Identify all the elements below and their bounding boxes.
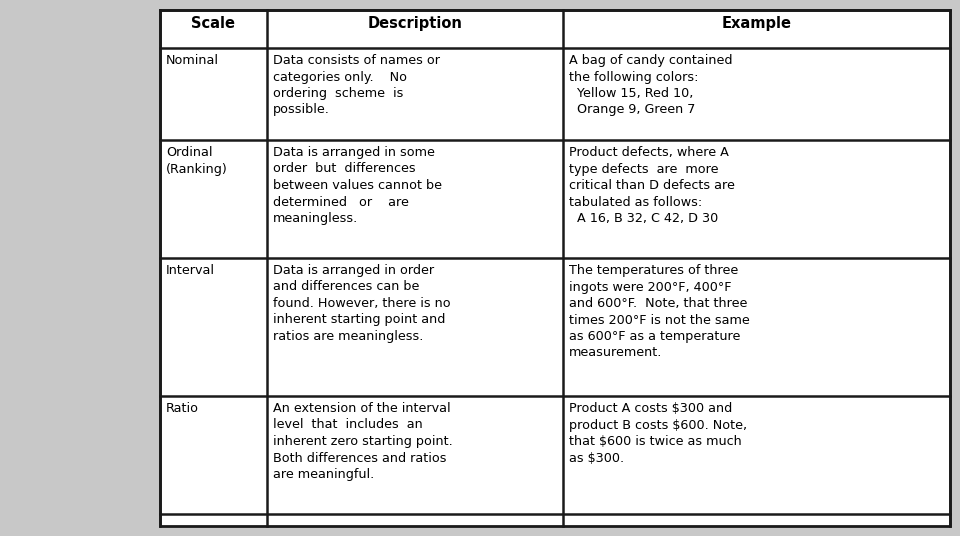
Bar xyxy=(160,10,950,526)
Text: Example: Example xyxy=(722,16,791,31)
Text: Ratio: Ratio xyxy=(166,402,199,415)
Text: A bag of candy contained
the following colors:
  Yellow 15, Red 10,
  Orange 9, : A bag of candy contained the following c… xyxy=(569,54,732,116)
Text: Nominal: Nominal xyxy=(166,54,219,67)
Text: Ordinal
(Ranking): Ordinal (Ranking) xyxy=(166,146,228,175)
Text: Interval: Interval xyxy=(166,264,215,277)
Text: The temperatures of three
ingots were 200°F, 400°F
and 600°F.  Note, that three
: The temperatures of three ingots were 20… xyxy=(569,264,750,360)
Text: An extension of the interval
level  that  includes  an
inherent zero starting po: An extension of the interval level that … xyxy=(273,402,452,481)
Text: Data consists of names or
categories only.    No
ordering  scheme  is
possible.: Data consists of names or categories onl… xyxy=(273,54,440,116)
Text: Data is arranged in order
and differences can be
found. However, there is no
inh: Data is arranged in order and difference… xyxy=(273,264,450,343)
Text: Product A costs $300 and
product B costs $600. Note,
that $600 is twice as much
: Product A costs $300 and product B costs… xyxy=(569,402,747,465)
Text: Data is arranged in some
order  but  differences
between values cannot be
determ: Data is arranged in some order but diffe… xyxy=(273,146,442,225)
Text: Product defects, where A
type defects  are  more
critical than D defects are
tab: Product defects, where A type defects ar… xyxy=(569,146,734,225)
Text: Scale: Scale xyxy=(191,16,235,31)
Text: Description: Description xyxy=(368,16,462,31)
